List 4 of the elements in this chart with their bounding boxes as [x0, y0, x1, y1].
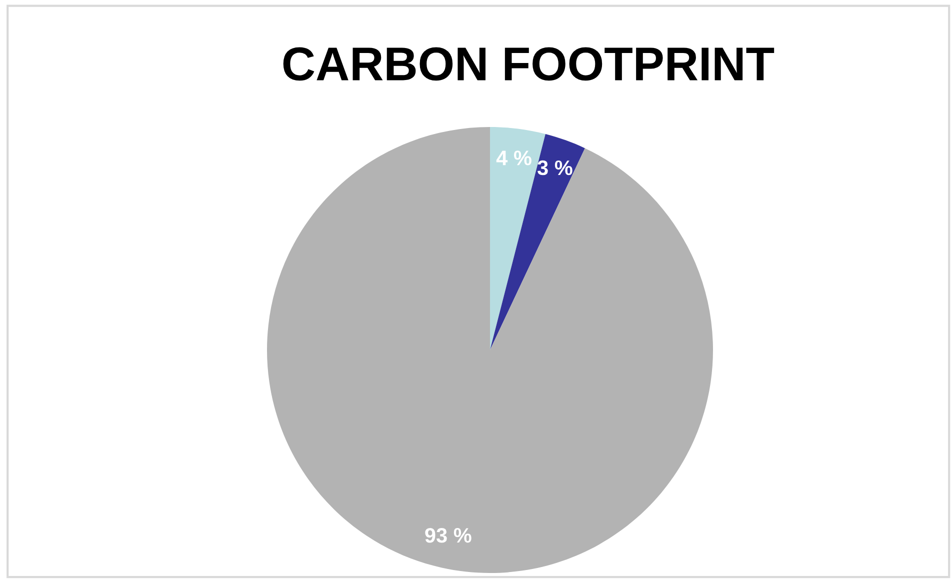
data-label: 3 % — [537, 160, 572, 176]
data-label: 93 % — [425, 528, 472, 543]
data-label: 4 % — [496, 150, 532, 166]
chart-title: CARBON FOOTPRINT — [283, 47, 774, 81]
